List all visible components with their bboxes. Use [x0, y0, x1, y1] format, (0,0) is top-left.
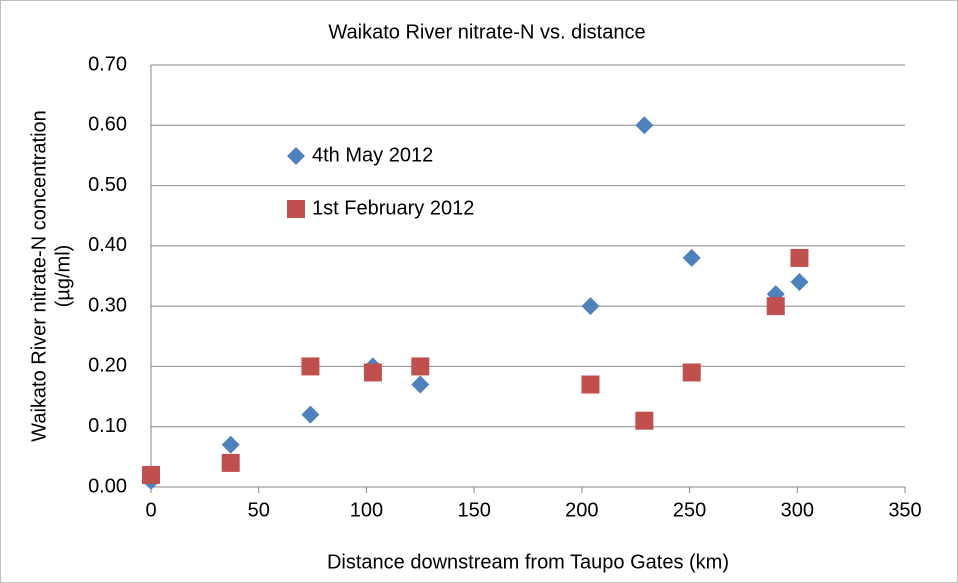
point [221, 453, 240, 472]
point [411, 357, 430, 376]
point [790, 248, 809, 267]
point [363, 363, 382, 382]
point [581, 375, 600, 394]
point [411, 375, 430, 394]
y-tick-label: 0.50 [88, 174, 127, 196]
point [221, 435, 240, 454]
legend-marker [287, 200, 305, 218]
chart-title: Waikato River nitrate-N vs. distance [328, 21, 645, 43]
x-tick-label: 300 [781, 499, 814, 521]
point [301, 405, 320, 424]
y-tick-label: 0.40 [88, 234, 127, 256]
y-tick-label: 0.30 [88, 294, 127, 316]
point [635, 116, 654, 135]
y-tick-label: 0.20 [88, 355, 127, 377]
point [301, 357, 320, 376]
y-tick-label: 0.60 [88, 114, 127, 136]
x-tick-label: 200 [565, 499, 598, 521]
point [790, 273, 809, 292]
x-tick-label: 0 [145, 499, 156, 521]
y-tick-label: 0.70 [88, 53, 127, 75]
point [581, 297, 600, 316]
legend-label: 1st February 2012 [312, 197, 474, 219]
point [766, 297, 785, 316]
y-axis-label: Waikato River nitrate-N concentration [28, 110, 50, 442]
x-tick-label: 350 [888, 499, 921, 521]
x-tick-label: 100 [350, 499, 383, 521]
x-axis-label: Distance downstream from Taupo Gates (km… [327, 551, 729, 573]
legend-marker [287, 147, 305, 165]
y-tick-label: 0.10 [88, 415, 127, 437]
point [635, 411, 654, 430]
x-tick-label: 150 [457, 499, 490, 521]
point [682, 363, 701, 382]
y-tick-label: 0.00 [88, 475, 127, 497]
legend-label: 4th May 2012 [312, 144, 433, 166]
point [682, 248, 701, 267]
y-axis-label: (µg/ml) [52, 245, 74, 308]
point [142, 465, 160, 484]
x-tick-label: 250 [673, 499, 706, 521]
x-tick-label: 50 [248, 499, 270, 521]
